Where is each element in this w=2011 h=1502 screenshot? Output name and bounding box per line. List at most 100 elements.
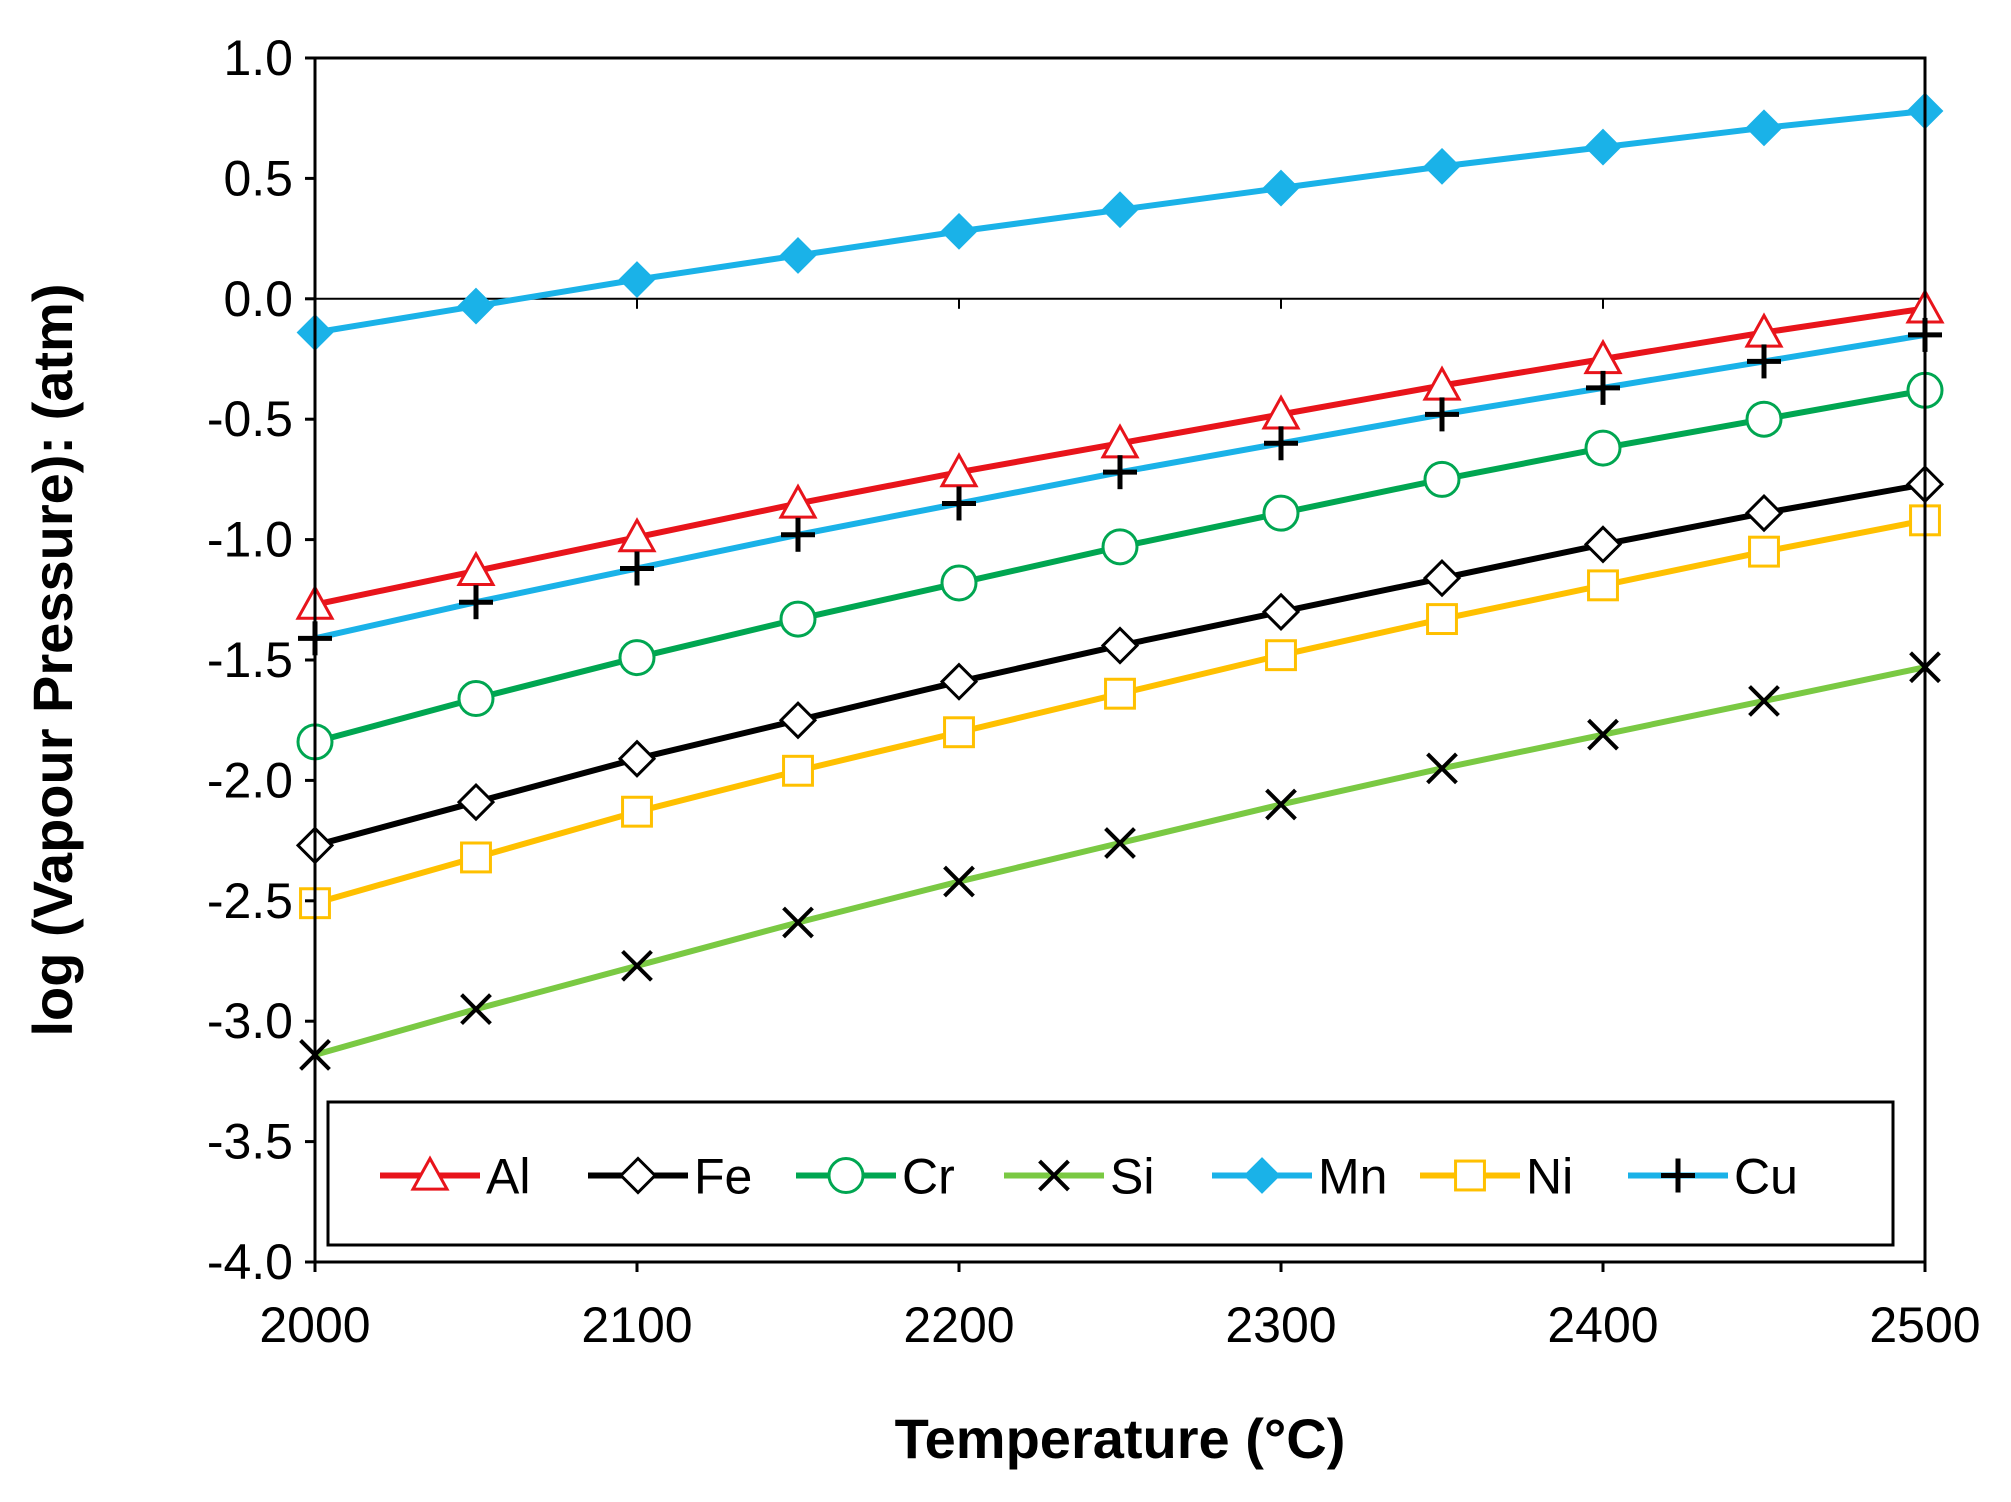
y-tick-label: -2.5 (207, 873, 293, 929)
legend-item-ni: Ni (1420, 1149, 1573, 1205)
y-tick-label: 1.0 (223, 30, 293, 86)
x-tick-label: 2500 (1869, 1297, 1980, 1353)
y-tick-label: -3.0 (207, 993, 293, 1049)
data-point-cr (1745, 400, 1783, 438)
data-point-fe (617, 739, 657, 778)
series-ni (299, 504, 1941, 920)
legend-swatch-marker (410, 1155, 450, 1191)
data-point-si (1104, 827, 1136, 859)
data-point-fe (1422, 559, 1462, 598)
legend-item-cr: Cr (796, 1149, 955, 1205)
data-point-cr (940, 564, 978, 602)
y-tick-label: -1.5 (207, 632, 293, 688)
data-point-cr (457, 680, 495, 718)
x-axis-title: Temperature (°C) (895, 1407, 1346, 1470)
y-tick-label: 0.5 (223, 150, 293, 206)
data-point-cu (1264, 426, 1298, 461)
series-mn (296, 92, 1944, 351)
data-point-al (778, 483, 818, 519)
marker-stroke (1426, 752, 1458, 785)
data-point-ni (943, 716, 975, 749)
legend-item-si: Si (1004, 1149, 1154, 1205)
data-point-al (939, 452, 979, 488)
data-point-fe (1100, 626, 1140, 665)
data-point-al (456, 550, 496, 587)
marker-stroke (1038, 1159, 1070, 1192)
data-point-fe (939, 662, 979, 701)
legend-label: Cr (902, 1149, 955, 1205)
marker-stroke (1265, 788, 1297, 821)
data-point-fe (1261, 592, 1301, 631)
data-point-ni (782, 754, 814, 787)
legend-item-cu: Cu (1628, 1149, 1798, 1205)
data-point-cu (942, 486, 976, 521)
x-tick-label: 2100 (581, 1297, 692, 1353)
data-point-cu (1103, 455, 1137, 490)
data-point-mn (1423, 147, 1461, 185)
data-point-cu (781, 517, 815, 552)
data-point-ni (621, 795, 653, 828)
legend-swatch-marker (1454, 1159, 1486, 1192)
legend-layer: Al Fe Cr Si Mn Ni Cu (326, 1100, 1895, 1247)
legend-label: Fe (694, 1149, 752, 1205)
marker-stroke (460, 993, 492, 1026)
legend-swatch-marker (1243, 1157, 1281, 1194)
data-point-mn (457, 287, 495, 325)
data-point-si (460, 993, 492, 1026)
data-point-fe (456, 782, 496, 822)
data-point-cu (1425, 397, 1459, 432)
marker-stroke (621, 949, 653, 982)
x-tick-label: 2000 (259, 1297, 370, 1353)
data-point-fe (1744, 493, 1784, 533)
x-tick-label: 2400 (1547, 1297, 1658, 1353)
data-point-mn (618, 261, 656, 298)
marker-stroke (1104, 827, 1136, 859)
legend-swatch-marker (1038, 1159, 1070, 1192)
data-point-mn (1745, 109, 1783, 147)
data-point-cu (1586, 370, 1620, 405)
data-point-cr (1423, 460, 1461, 498)
legend-item-fe: Fe (588, 1149, 752, 1205)
y-tick-label: -2.0 (207, 752, 293, 808)
series-layer (295, 92, 1945, 1071)
y-tick-label: -4.0 (207, 1234, 293, 1290)
series-cu (298, 317, 1942, 656)
y-tick-label: -1.0 (207, 512, 293, 568)
data-point-mn (1584, 128, 1622, 166)
legend-swatch-marker (827, 1157, 865, 1194)
data-point-mn (1262, 169, 1300, 207)
data-point-cr (618, 639, 656, 677)
data-point-ni (1426, 603, 1458, 636)
data-point-cr (1262, 494, 1300, 532)
legend-label: Al (486, 1149, 530, 1205)
axes-layer: 1.0 0.5 0.0 -0.5 -1.0 -1.5 -2.0 -2.5 -3.0 -3.5 -4.… (207, 30, 1981, 1353)
legend-item-al: Al (380, 1149, 530, 1205)
data-point-ni (460, 841, 492, 874)
data-point-si (782, 906, 814, 939)
data-point-si (943, 865, 975, 898)
data-point-fe (1583, 525, 1623, 564)
legend-label: Mn (1318, 1149, 1387, 1205)
x-tick-label: 2300 (1225, 1297, 1336, 1353)
data-point-fe (778, 701, 818, 740)
legend-swatch-marker (1661, 1158, 1695, 1193)
series-fe (295, 465, 1945, 865)
data-point-ni (1587, 569, 1619, 602)
data-point-cr (1584, 429, 1622, 467)
data-point-si (1426, 752, 1458, 785)
legend-label: Cu (1734, 1149, 1798, 1205)
marker-stroke (1587, 718, 1619, 751)
data-point-cr (779, 600, 817, 638)
marker-stroke (1748, 685, 1780, 717)
data-point-ni (1748, 535, 1780, 568)
marker-stroke (943, 865, 975, 898)
data-point-cr (1101, 528, 1139, 566)
data-point-si (1265, 788, 1297, 821)
data-point-cu (1747, 344, 1781, 379)
series-al (295, 288, 1945, 620)
marker-stroke (782, 906, 814, 939)
data-point-ni (1265, 639, 1297, 672)
y-tick-label: -0.5 (207, 391, 293, 447)
